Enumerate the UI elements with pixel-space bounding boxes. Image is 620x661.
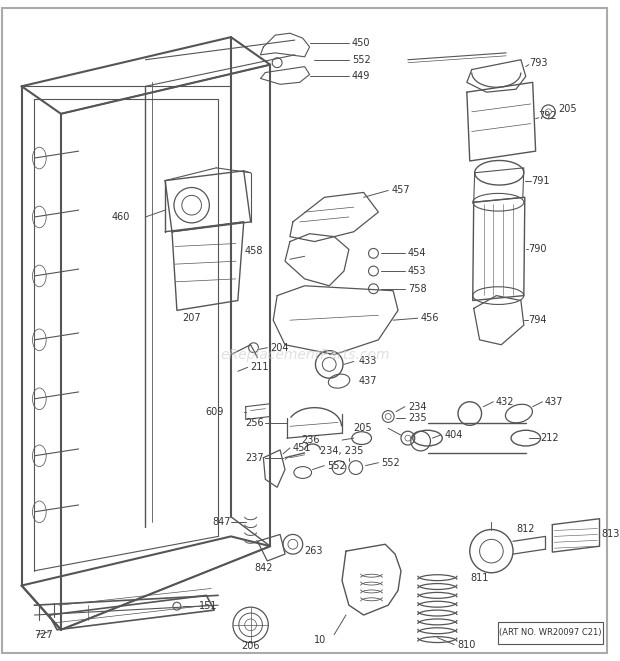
Text: 211: 211 — [250, 362, 269, 372]
Text: 237: 237 — [245, 453, 264, 463]
Text: 758: 758 — [408, 284, 427, 293]
Text: 794: 794 — [528, 315, 546, 325]
Text: 457: 457 — [391, 186, 410, 196]
Text: 449: 449 — [352, 71, 370, 81]
Text: 236: 236 — [301, 435, 319, 445]
Text: (ART NO. WR20097 C21): (ART NO. WR20097 C21) — [499, 628, 601, 637]
Text: 842: 842 — [254, 563, 273, 573]
Text: 205: 205 — [558, 104, 577, 114]
Text: 432: 432 — [495, 397, 514, 407]
Text: 206: 206 — [241, 641, 260, 652]
Text: eReplacementParts.com: eReplacementParts.com — [220, 348, 389, 362]
Text: 10: 10 — [314, 635, 326, 644]
Text: 810: 810 — [457, 639, 476, 650]
Text: 207: 207 — [182, 313, 201, 323]
Text: 813: 813 — [601, 529, 620, 539]
Text: 263: 263 — [304, 546, 323, 556]
Text: 205: 205 — [353, 423, 371, 434]
Text: 450: 450 — [352, 38, 370, 48]
Text: 437: 437 — [544, 397, 563, 407]
Text: 454: 454 — [408, 249, 427, 258]
Text: 234, 235: 234, 235 — [321, 446, 364, 456]
Text: 212: 212 — [541, 433, 559, 443]
Text: 793: 793 — [529, 58, 547, 67]
Text: 812: 812 — [516, 524, 535, 533]
Text: 234: 234 — [408, 402, 427, 412]
Text: 437: 437 — [359, 376, 377, 386]
Text: 790: 790 — [528, 245, 546, 254]
Text: 552: 552 — [327, 461, 346, 471]
Text: 404: 404 — [444, 430, 463, 440]
Text: 847: 847 — [213, 517, 231, 527]
Text: 792: 792 — [539, 111, 557, 121]
FancyBboxPatch shape — [498, 622, 603, 644]
Text: 204: 204 — [270, 342, 289, 353]
Text: 151: 151 — [198, 601, 217, 611]
FancyBboxPatch shape — [2, 8, 608, 653]
Text: 458: 458 — [245, 247, 264, 256]
Text: 433: 433 — [359, 356, 377, 366]
Text: 791: 791 — [531, 176, 549, 186]
Text: 609: 609 — [206, 407, 224, 416]
Text: 451: 451 — [293, 443, 311, 453]
Text: 256: 256 — [245, 418, 264, 428]
Text: 235: 235 — [408, 414, 427, 424]
Text: 456: 456 — [420, 313, 439, 323]
Text: 727: 727 — [34, 630, 53, 640]
Text: 460: 460 — [112, 212, 130, 222]
Text: 453: 453 — [408, 266, 427, 276]
Text: 552: 552 — [352, 55, 371, 65]
Text: 811: 811 — [471, 572, 489, 583]
Text: 552: 552 — [381, 457, 400, 468]
